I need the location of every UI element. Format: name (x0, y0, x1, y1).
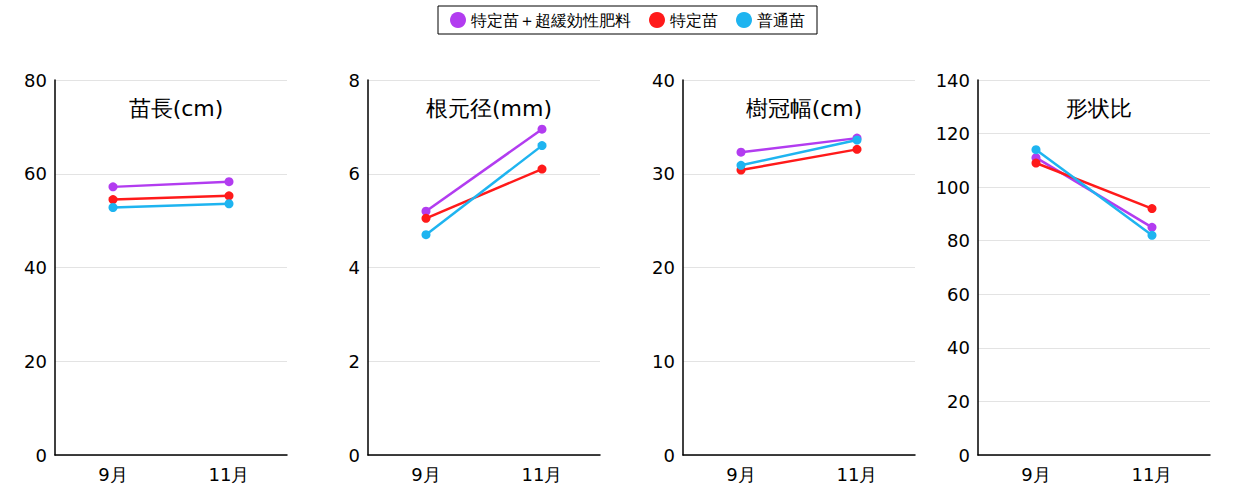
svg-text:10: 10 (652, 351, 675, 372)
svg-text:根元径(mm): 根元径(mm) (426, 96, 552, 121)
svg-text:9月: 9月 (98, 464, 127, 485)
svg-text:30: 30 (652, 163, 675, 184)
svg-text:0: 0 (664, 445, 675, 466)
svg-text:60: 60 (24, 163, 47, 184)
svg-text:9月: 9月 (1021, 464, 1050, 485)
svg-text:20: 20 (24, 351, 47, 372)
svg-text:0: 0 (349, 445, 360, 466)
svg-text:9月: 9月 (726, 464, 755, 485)
svg-text:6: 6 (349, 163, 360, 184)
svg-text:60: 60 (947, 284, 970, 305)
svg-text:普通苗: 普通苗 (757, 11, 805, 30)
svg-text:樹冠幅(cm): 樹冠幅(cm) (746, 96, 863, 121)
svg-text:0: 0 (36, 445, 47, 466)
svg-text:特定苗＋超緩効性肥料: 特定苗＋超緩効性肥料 (471, 11, 631, 30)
svg-text:11月: 11月 (1132, 464, 1173, 485)
svg-text:形状比: 形状比 (1066, 96, 1132, 121)
svg-text:100: 100 (936, 177, 970, 198)
svg-text:4: 4 (349, 257, 360, 278)
svg-text:20: 20 (652, 257, 675, 278)
svg-text:40: 40 (947, 337, 970, 358)
svg-text:11月: 11月 (209, 464, 250, 485)
svg-text:9月: 9月 (411, 464, 440, 485)
svg-text:80: 80 (947, 230, 970, 251)
svg-text:0: 0 (959, 445, 970, 466)
svg-text:120: 120 (936, 123, 970, 144)
svg-text:20: 20 (947, 391, 970, 412)
svg-text:40: 40 (652, 70, 675, 91)
svg-text:11月: 11月 (837, 464, 878, 485)
svg-text:苗長(cm): 苗長(cm) (129, 96, 224, 121)
svg-text:11月: 11月 (522, 464, 563, 485)
svg-text:2: 2 (349, 351, 360, 372)
svg-text:40: 40 (24, 257, 47, 278)
svg-text:80: 80 (24, 70, 47, 91)
svg-text:8: 8 (349, 70, 360, 91)
svg-text:特定苗: 特定苗 (670, 11, 718, 30)
svg-text:140: 140 (936, 70, 970, 91)
